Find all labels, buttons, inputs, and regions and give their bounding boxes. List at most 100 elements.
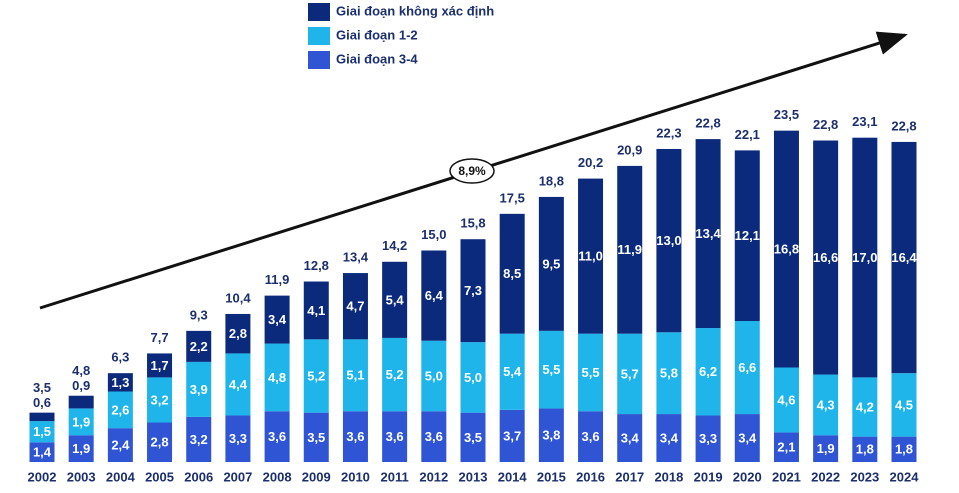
- total-label: 23,1: [852, 114, 877, 129]
- value-label: 1,9: [72, 414, 90, 429]
- bar-segment: [773, 130, 799, 368]
- value-label: 2,8: [151, 435, 169, 450]
- value-label: 3,6: [425, 429, 443, 444]
- value-label: 6,2: [699, 364, 717, 379]
- x-tick-label: 2016: [576, 469, 605, 484]
- x-tick-label: 2015: [537, 469, 566, 484]
- bar-segment: [891, 436, 917, 462]
- value-label: 3,4: [268, 312, 287, 327]
- total-label: 3,5: [33, 380, 51, 395]
- bar-segment: [695, 415, 721, 462]
- bar-segment: [460, 412, 486, 462]
- bar-segment: [264, 411, 290, 462]
- x-tick-label: 2012: [419, 469, 448, 484]
- bar-segment: [538, 196, 564, 331]
- value-label: 3,6: [386, 429, 404, 444]
- total-label: 17,5: [500, 190, 525, 205]
- value-label: 5,4: [503, 364, 522, 379]
- bar-segment: [499, 409, 525, 462]
- legend-swatch: [308, 27, 330, 45]
- bar-segment: [186, 416, 212, 462]
- value-label: 1,5: [33, 424, 51, 439]
- legend-label: Giai đoạn 1-2: [336, 27, 418, 42]
- bar-segment: [617, 414, 643, 462]
- value-label: 5,0: [464, 370, 482, 385]
- value-label: 5,1: [346, 368, 364, 383]
- bar-segment: [421, 250, 447, 341]
- bar-segment: [225, 313, 251, 354]
- value-label: 3,9: [190, 382, 208, 397]
- x-tick-label: 2005: [145, 469, 174, 484]
- bar-segment: [891, 373, 917, 437]
- value-label: 1,9: [72, 441, 90, 456]
- value-label: 4,6: [777, 392, 795, 407]
- bar-segment: [264, 295, 290, 344]
- bar-segment: [107, 391, 133, 429]
- bar-segment: [852, 436, 878, 462]
- annotation: 8,9%: [458, 164, 486, 178]
- bar-segment: [29, 421, 55, 443]
- value-label: 7,3: [464, 283, 482, 298]
- total-label: 22,8: [891, 118, 916, 133]
- value-label: 3,7: [503, 428, 521, 443]
- total-label: 22,1: [735, 127, 760, 142]
- value-label: 5,5: [582, 365, 600, 380]
- bar-segment: [186, 361, 212, 417]
- value-label: 3,3: [699, 431, 717, 446]
- value-label: 2,6: [111, 402, 129, 417]
- bar-segment: [68, 435, 94, 462]
- value-label: 8,5: [503, 266, 521, 281]
- total-label: 22,8: [695, 116, 720, 131]
- bar-segment: [617, 165, 643, 334]
- value-label: 16,8: [774, 242, 799, 257]
- value-label: 3,4: [621, 430, 640, 445]
- value-label: 1,8: [856, 442, 874, 457]
- bar-segment: [68, 395, 94, 409]
- value-label: 6,6: [738, 360, 756, 375]
- total-label: 4,8: [72, 363, 90, 378]
- x-tick-label: 2018: [654, 469, 683, 484]
- bar-segment: [538, 330, 564, 409]
- value-label: 16,6: [813, 250, 838, 265]
- value-label: 1,3: [111, 375, 129, 390]
- bar-segment: [186, 330, 212, 362]
- value-label: 3,5: [307, 430, 325, 445]
- bar-segment: [656, 414, 682, 462]
- value-label: 5,7: [621, 366, 639, 381]
- bar-segment: [382, 261, 408, 338]
- value-label: 5,0: [425, 368, 443, 383]
- value-label: 13,0: [656, 233, 681, 248]
- bar-segment: [852, 377, 878, 437]
- x-tick-label: 2010: [341, 469, 370, 484]
- value-label: 17,0: [852, 250, 877, 265]
- bar-segment: [460, 342, 486, 413]
- value-label: 1,9: [817, 441, 835, 456]
- bar-segment: [264, 343, 290, 412]
- bar-segment: [382, 337, 408, 412]
- value-label: 9,5: [542, 256, 560, 271]
- x-tick-label: 2022: [811, 469, 840, 484]
- value-label: 11,9: [617, 242, 642, 257]
- value-label: 5,2: [386, 367, 404, 382]
- bar-segment: [421, 340, 447, 412]
- bar-segment: [578, 411, 604, 462]
- bar-segment: [499, 333, 525, 410]
- x-tick-label: 2014: [498, 469, 528, 484]
- bar-segment: [656, 332, 682, 415]
- bar-segment: [578, 333, 604, 412]
- value-label: 3,3: [229, 431, 247, 446]
- bar-segment: [695, 328, 721, 416]
- bar-segment: [29, 412, 55, 422]
- bar-segment: [499, 213, 525, 334]
- total-label: 11,9: [265, 272, 290, 287]
- total-label: 22,3: [656, 125, 681, 140]
- value-label: 4,3: [817, 397, 835, 412]
- bar-segment: [342, 339, 368, 412]
- total-label: 9,3: [190, 307, 208, 322]
- bar-segment: [29, 442, 55, 462]
- value-label: 3,5: [464, 430, 482, 445]
- x-tick-label: 2023: [850, 469, 879, 484]
- x-tick-label: 2007: [223, 469, 252, 484]
- value-label: 0,9: [72, 378, 90, 393]
- annotation-ellipse: [449, 158, 495, 184]
